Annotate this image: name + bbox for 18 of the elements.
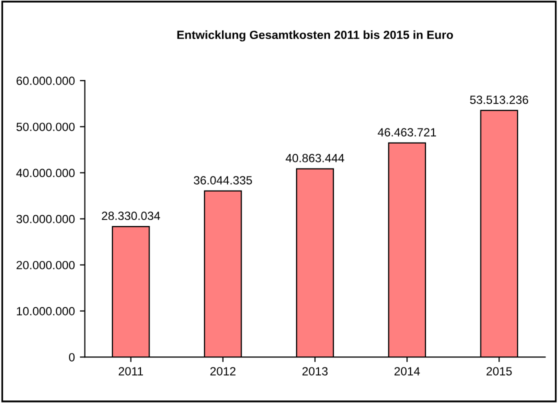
data-label: 36.044.335: [194, 176, 252, 184]
y-tick-label: 0: [68, 353, 75, 362]
y-tick-label: 50.000.000: [16, 122, 75, 132]
y-tick-label: 40.000.000: [16, 168, 75, 178]
y-tick-label: 30.000.000: [16, 214, 75, 224]
y-tick-label: 10.000.000: [16, 307, 75, 316]
chart-title: Entwicklung Gesamtkosten 2011 bis 2015 in Euro: [177, 30, 453, 42]
x-tick-label: 2011: [118, 367, 143, 376]
data-label: 28.330.034: [102, 212, 160, 220]
data-label: 53.513.236: [470, 96, 528, 104]
y-tick-label: 60.000.000: [16, 76, 75, 85]
x-tick-label: 2015: [486, 367, 512, 376]
data-label: 46.463.721: [378, 128, 436, 136]
data-label: 40.863.444: [286, 154, 344, 162]
x-tick-label: 2013: [302, 367, 328, 376]
y-tick-label: 20.000.000: [16, 260, 75, 270]
x-tick-label: 2014: [394, 367, 420, 376]
x-tick-label: 2012: [210, 367, 236, 376]
